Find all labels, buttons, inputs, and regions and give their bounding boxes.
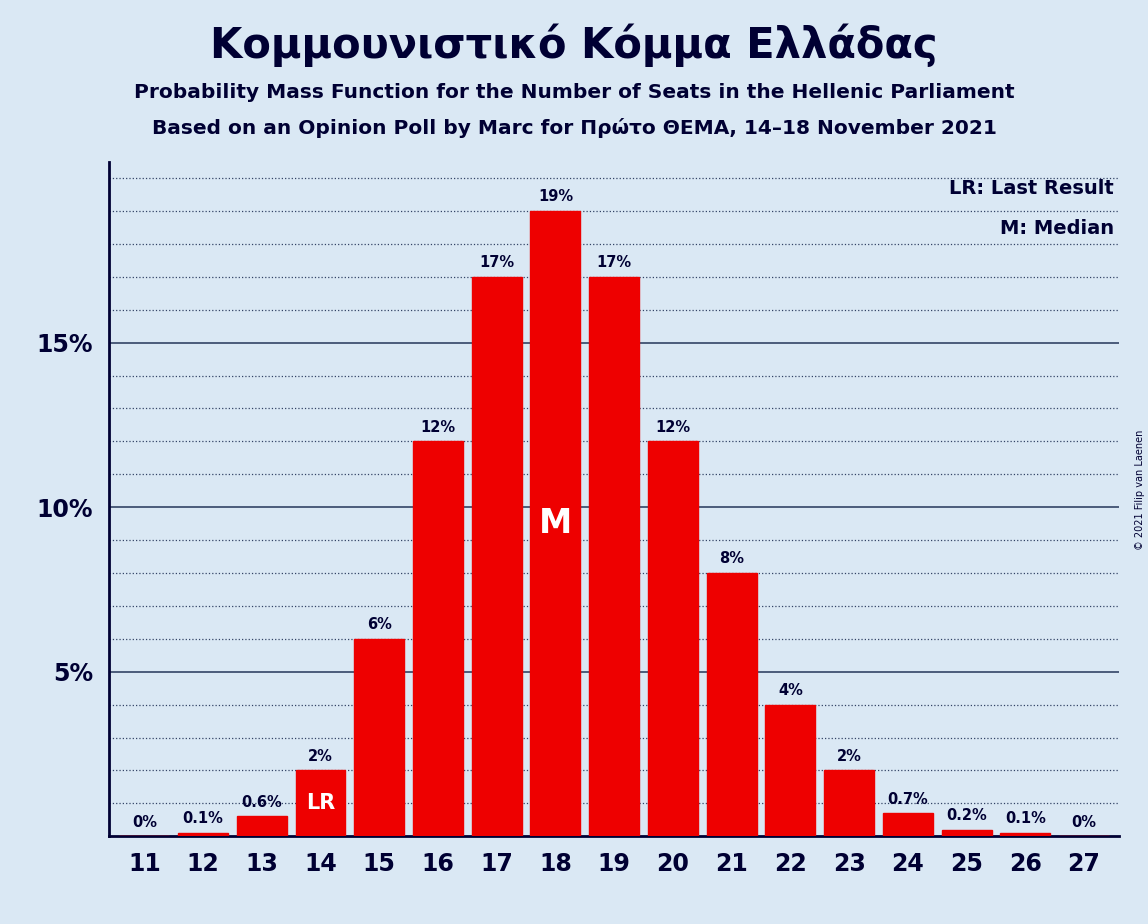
Text: 0%: 0% (1071, 815, 1096, 830)
Text: 12%: 12% (420, 419, 456, 435)
Text: 0.1%: 0.1% (183, 811, 224, 826)
Text: 17%: 17% (597, 255, 631, 271)
Bar (472, 277, 521, 836)
Text: 0%: 0% (132, 815, 157, 830)
Text: 6%: 6% (367, 617, 391, 632)
Text: Based on an Opinion Poll by Marc for Πρώτο ΘΕΜΑ, 14–18 November 2021: Based on an Opinion Poll by Marc for Πρώ… (152, 118, 996, 139)
Bar (178, 833, 228, 836)
Text: 8%: 8% (719, 552, 744, 566)
Bar (589, 277, 639, 836)
Text: Κομμουνιστικό Κόμμα Ελλάδας: Κομμουνιστικό Κόμμα Ελλάδας (210, 23, 938, 67)
Text: Probability Mass Function for the Number of Seats in the Hellenic Parliament: Probability Mass Function for the Number… (133, 83, 1015, 103)
Text: 19%: 19% (538, 189, 573, 204)
Text: 0.2%: 0.2% (946, 808, 987, 823)
Text: 17%: 17% (479, 255, 514, 271)
Bar (530, 211, 581, 836)
Text: 0.1%: 0.1% (1004, 811, 1046, 826)
Bar (766, 705, 815, 836)
Bar (295, 771, 346, 836)
Text: 2%: 2% (837, 748, 861, 764)
Bar (883, 813, 933, 836)
Bar (647, 442, 698, 836)
Text: 4%: 4% (778, 683, 802, 698)
Text: LR: LR (305, 794, 335, 813)
Text: 0.7%: 0.7% (887, 792, 929, 807)
Text: 12%: 12% (656, 419, 690, 435)
Bar (1000, 833, 1050, 836)
Text: 0.6%: 0.6% (241, 795, 282, 810)
Bar (236, 817, 287, 836)
Bar (824, 771, 874, 836)
Text: M: M (538, 507, 572, 541)
Text: © 2021 Filip van Laenen: © 2021 Filip van Laenen (1135, 430, 1145, 550)
Bar (355, 638, 404, 836)
Text: M: Median: M: Median (1000, 219, 1115, 238)
Text: LR: Last Result: LR: Last Result (949, 178, 1115, 198)
Bar (707, 573, 757, 836)
Bar (413, 442, 463, 836)
Text: 2%: 2% (308, 748, 333, 764)
Bar (941, 830, 992, 836)
